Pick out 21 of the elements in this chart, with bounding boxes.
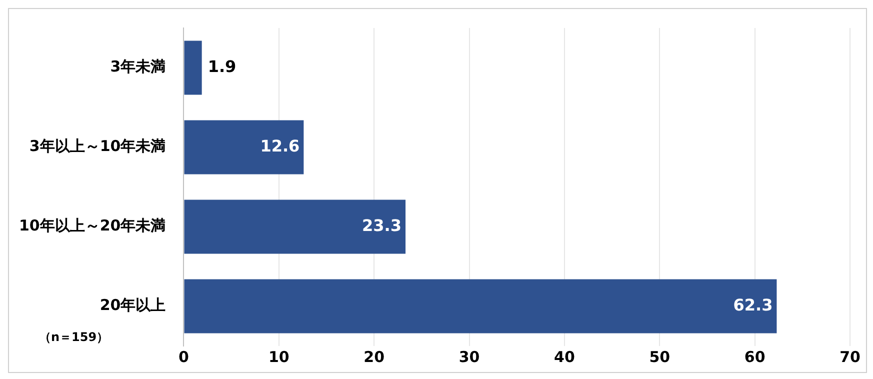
x-tick-label: 20 bbox=[364, 348, 385, 366]
bar bbox=[184, 40, 202, 95]
x-tick-label: 70 bbox=[840, 348, 860, 366]
bar bbox=[184, 120, 304, 174]
x-tick-label: 0 bbox=[178, 348, 189, 366]
y-tick-label: 3年未満 bbox=[110, 58, 166, 76]
bar bbox=[184, 279, 777, 334]
x-tick-label: 30 bbox=[458, 348, 480, 366]
y-tick-label: 10年以上～20年未満 bbox=[19, 216, 166, 235]
bar bbox=[184, 200, 406, 254]
text: （n＝159） bbox=[39, 330, 109, 344]
y-tick-label: 3年以上～10年未満 bbox=[29, 137, 166, 156]
x-tick-label: 60 bbox=[744, 348, 766, 366]
data-label: 12.6 bbox=[260, 136, 300, 156]
data-label: 23.3 bbox=[362, 216, 402, 235]
x-tick-label: 40 bbox=[554, 348, 575, 366]
y-tick-label: 20年以上 bbox=[100, 296, 166, 314]
x-tick-label: 50 bbox=[649, 348, 670, 366]
x-tick-label: 10 bbox=[268, 348, 290, 366]
data-label: 1.9 bbox=[208, 56, 236, 76]
data-label: 62.3 bbox=[733, 295, 773, 314]
